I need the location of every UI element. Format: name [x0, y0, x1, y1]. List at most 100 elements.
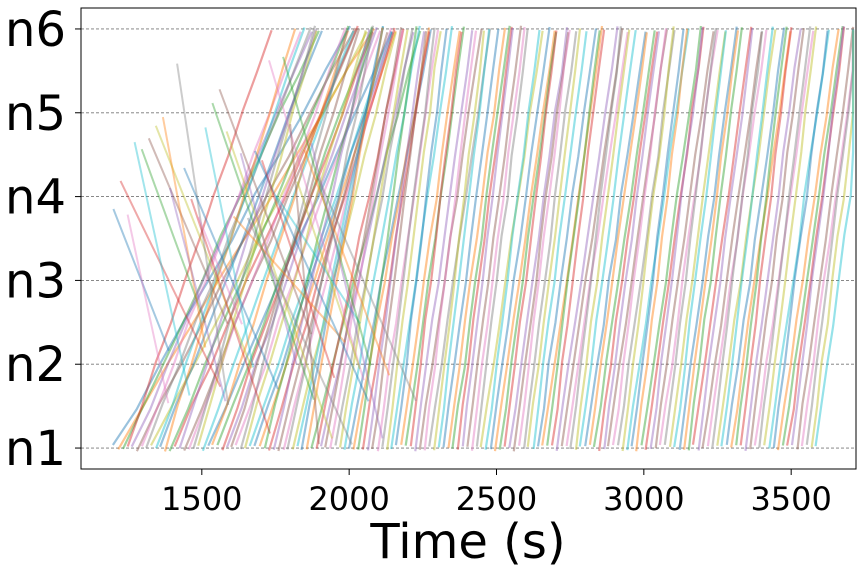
trajectory-line	[644, 26, 705, 450]
x-tick-label: 3500	[750, 480, 831, 518]
axes: 1500 2000 2500 3000 3500 n1 n2 n3 n4 n5 n6	[5, 2, 857, 518]
trajectory-line	[606, 29, 668, 447]
trajectory-line	[772, 30, 829, 449]
trajectory-line	[163, 28, 297, 452]
trajectory-line	[423, 30, 478, 451]
trajectory-line	[386, 31, 442, 450]
x-tick-label: 2500	[456, 480, 537, 518]
trajectory-line	[400, 30, 461, 445]
trajectory-line	[150, 31, 368, 446]
x-tick-label: 1500	[161, 480, 242, 518]
trajectory-line	[814, 29, 855, 447]
trajectory-line	[720, 26, 774, 447]
trajectory-line	[484, 29, 541, 450]
trajectory-line	[536, 28, 598, 447]
reverse-trajectory-line	[190, 198, 271, 434]
trajectory-line	[790, 26, 845, 446]
trajectory-line	[749, 27, 805, 450]
trajectory-line	[706, 29, 768, 447]
trajectory-line	[225, 27, 378, 448]
trajectory-line	[541, 25, 604, 446]
trajectory-line	[376, 29, 440, 452]
y-tick-label: n3	[5, 253, 66, 309]
trajectory-line	[555, 26, 619, 452]
trajectory-line	[626, 28, 690, 451]
trajectory-line	[366, 31, 426, 451]
trajectory-line	[343, 25, 421, 450]
trajectory-line	[433, 30, 485, 451]
trajectory-line	[758, 26, 812, 448]
trajectory-line	[409, 31, 463, 447]
trajectory-line	[523, 31, 578, 449]
reverse-trajectory-line	[253, 150, 370, 402]
reverse-trajectory-line	[303, 149, 391, 376]
trajectory-line	[763, 26, 818, 446]
trajectory-line	[697, 27, 754, 451]
trajectory-line	[230, 28, 361, 448]
trajectory-line	[361, 31, 431, 450]
trajectory-line	[518, 29, 571, 446]
trajectory-line	[122, 30, 320, 450]
trajectory-line	[216, 26, 374, 446]
trajectory-line	[357, 26, 418, 450]
trajectory-line	[428, 28, 492, 447]
trajectory-line	[584, 31, 647, 447]
trajectory-line	[796, 26, 855, 450]
trajectory-line	[135, 27, 357, 452]
trajectory-line	[479, 30, 544, 448]
trajectory-line	[277, 31, 389, 452]
trajectory-line	[305, 27, 384, 450]
trajectory-line	[221, 31, 375, 451]
x-axis-label: Time (s)	[369, 514, 565, 570]
trajectory-line	[503, 30, 558, 447]
trajectory-line	[339, 29, 409, 448]
reverse-trajectory-line	[218, 88, 313, 335]
trajectory-line	[291, 31, 397, 450]
trajectory-line	[768, 29, 830, 449]
reverse-trajectory-line	[147, 137, 229, 324]
trajectory-line	[621, 26, 675, 452]
trajectory-line	[691, 26, 753, 445]
trajectory-line	[461, 27, 514, 447]
trajectory-line	[658, 29, 719, 446]
reverse-trajectory-line	[232, 215, 346, 343]
trajectory-line	[347, 29, 432, 449]
trajectory-line	[381, 27, 436, 448]
trajectory-line	[178, 29, 318, 449]
trajectory-line	[248, 31, 393, 447]
trajectory-line	[263, 30, 373, 449]
y-tick-label: n5	[5, 86, 66, 142]
trajectory-line	[470, 26, 526, 451]
trajectory-line	[394, 28, 448, 446]
trajectory-line	[673, 30, 727, 448]
trajectory-lines	[111, 25, 855, 452]
trajectory-line	[155, 27, 306, 449]
trajectory-line	[243, 30, 367, 449]
reverse-trajectory-line	[204, 127, 255, 368]
trajectory-line	[466, 25, 523, 447]
trajectory-line	[711, 30, 764, 448]
trajectory-line	[744, 28, 802, 452]
trajectory-line	[159, 30, 323, 448]
reverse-trajectory-line	[211, 102, 315, 401]
y-tick-label: n4	[5, 170, 66, 226]
trajectory-line	[508, 27, 569, 448]
reverse-trajectory-line	[296, 181, 361, 370]
trajectory-line	[315, 28, 405, 449]
reverse-trajectory-line	[225, 131, 334, 439]
trajectory-line	[574, 29, 631, 450]
trajectory-line	[512, 32, 570, 452]
trajectory-line	[498, 31, 558, 450]
trajectory-line	[451, 25, 511, 449]
trajectory-line	[800, 30, 855, 447]
trajectory-line	[442, 28, 500, 448]
trajectory-line	[526, 28, 582, 447]
trajectory-line	[187, 27, 347, 450]
reverse-trajectory-line	[154, 125, 253, 369]
trajectory-line	[592, 30, 656, 448]
trajectory-line	[649, 26, 704, 450]
trajectory-line	[286, 25, 375, 450]
trajectory-line	[300, 26, 385, 451]
